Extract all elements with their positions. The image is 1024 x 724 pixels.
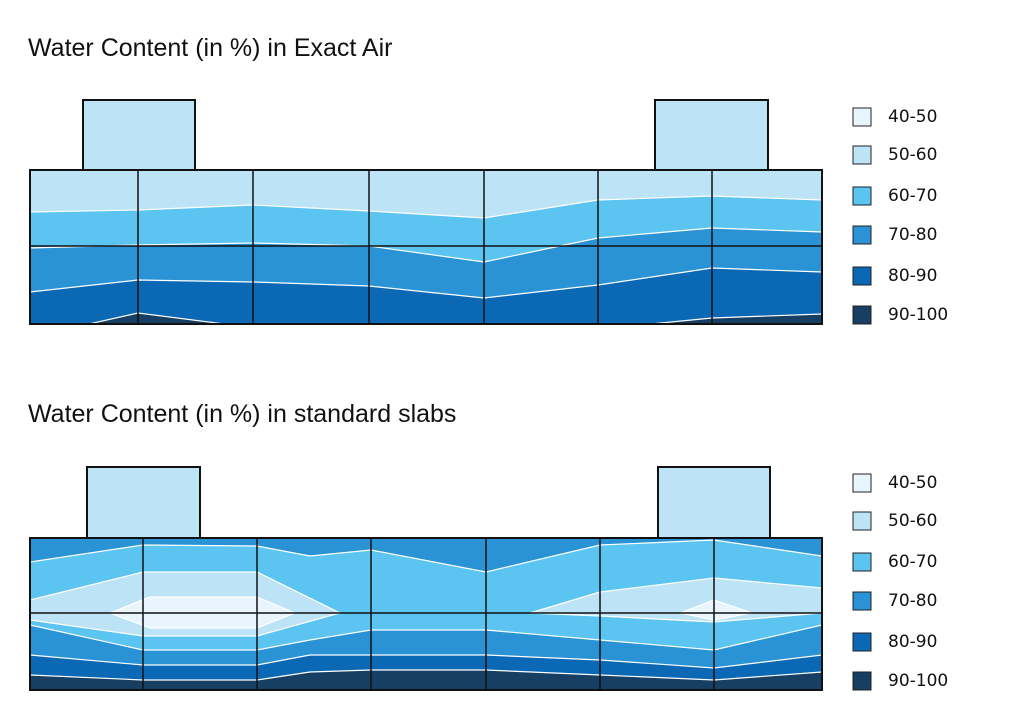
section-standard-slabs <box>30 538 822 690</box>
legend-swatch <box>852 511 872 531</box>
contour-band <box>86 312 230 324</box>
panel-title: Water Content (in %) in Exact Air <box>28 34 392 62</box>
frames <box>29 99 823 691</box>
section-frame <box>29 537 823 691</box>
legend-label: 80-90 <box>888 266 937 286</box>
contour-band <box>529 577 822 623</box>
legend-swatch <box>852 591 872 611</box>
legend-label: 50-60 <box>888 145 937 165</box>
legend-label: 60-70 <box>888 552 937 572</box>
contour-band <box>30 669 822 690</box>
legend-label: 80-90 <box>888 632 937 652</box>
section-frame <box>29 169 823 325</box>
legend-swatch <box>852 632 872 652</box>
section-exact-air <box>30 170 822 324</box>
legend-label: 90-100 <box>888 305 948 325</box>
legend-label: 40-50 <box>888 107 937 127</box>
legend-swatch <box>852 145 872 165</box>
legend-swatch <box>852 671 872 691</box>
legend-label: 70-80 <box>888 225 937 245</box>
legend-label: 90-100 <box>888 671 948 691</box>
legend-swatch <box>852 107 872 127</box>
legend-label: 40-50 <box>888 473 937 493</box>
legend-swatch <box>852 186 872 206</box>
legend-swatch <box>852 552 872 572</box>
legend-swatch <box>852 473 872 493</box>
contour-band <box>30 267 822 324</box>
contour-band <box>644 313 822 324</box>
legend-label: 70-80 <box>888 591 937 611</box>
legend-swatch <box>852 266 872 286</box>
legend-swatch <box>852 305 872 325</box>
legend-swatch <box>852 225 872 245</box>
panel-title: Water Content (in %) in standard slabs <box>28 400 456 428</box>
legend-label: 50-60 <box>888 511 937 531</box>
legend-label: 60-70 <box>888 186 937 206</box>
